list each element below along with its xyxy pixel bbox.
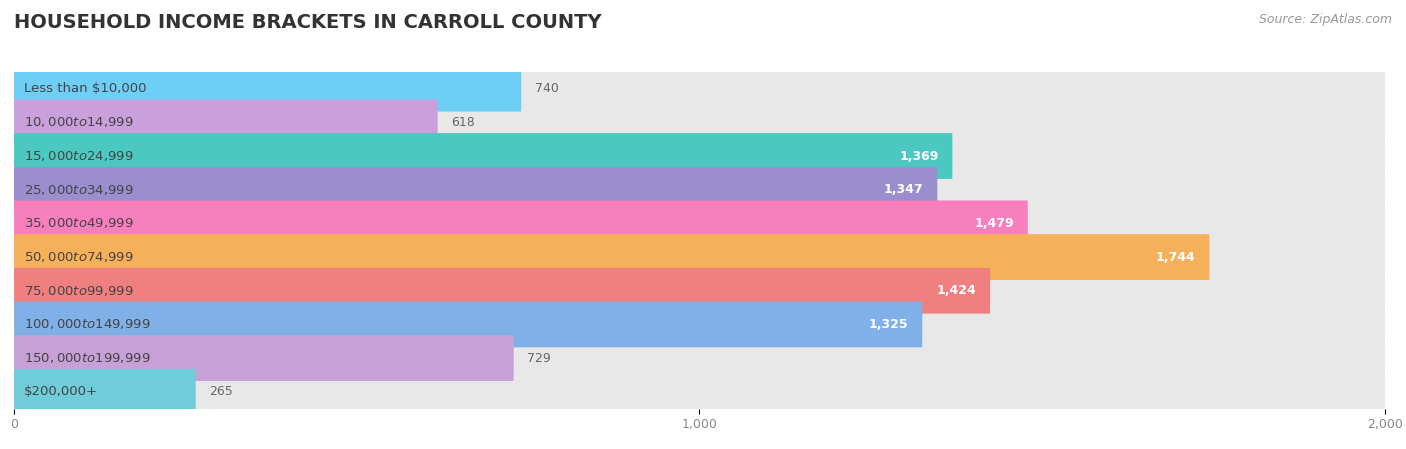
FancyBboxPatch shape (14, 335, 513, 381)
FancyBboxPatch shape (14, 100, 1385, 145)
Text: $100,000 to $149,999: $100,000 to $149,999 (24, 317, 150, 331)
Text: Less than $10,000: Less than $10,000 (24, 82, 146, 95)
Text: $25,000 to $34,999: $25,000 to $34,999 (24, 183, 134, 197)
FancyBboxPatch shape (14, 100, 437, 145)
Text: $150,000 to $199,999: $150,000 to $199,999 (24, 351, 150, 365)
FancyBboxPatch shape (14, 201, 1385, 247)
FancyBboxPatch shape (14, 133, 952, 179)
FancyBboxPatch shape (14, 66, 522, 112)
Text: 729: 729 (527, 352, 551, 365)
FancyBboxPatch shape (14, 268, 990, 314)
Text: 1,744: 1,744 (1156, 251, 1195, 264)
Text: 1,424: 1,424 (936, 284, 976, 297)
FancyBboxPatch shape (14, 167, 1385, 213)
FancyBboxPatch shape (14, 234, 1385, 280)
Text: $15,000 to $24,999: $15,000 to $24,999 (24, 149, 134, 163)
Text: $200,000+: $200,000+ (24, 385, 97, 398)
Text: HOUSEHOLD INCOME BRACKETS IN CARROLL COUNTY: HOUSEHOLD INCOME BRACKETS IN CARROLL COU… (14, 13, 602, 32)
Text: 618: 618 (451, 116, 475, 129)
Text: Source: ZipAtlas.com: Source: ZipAtlas.com (1258, 13, 1392, 26)
Text: 1,369: 1,369 (900, 150, 939, 163)
FancyBboxPatch shape (14, 167, 938, 213)
Text: $75,000 to $99,999: $75,000 to $99,999 (24, 284, 134, 298)
FancyBboxPatch shape (14, 234, 1209, 280)
Text: 1,325: 1,325 (869, 318, 908, 331)
FancyBboxPatch shape (14, 369, 195, 415)
FancyBboxPatch shape (14, 302, 1385, 348)
FancyBboxPatch shape (14, 302, 922, 348)
Text: $10,000 to $14,999: $10,000 to $14,999 (24, 115, 134, 129)
FancyBboxPatch shape (14, 66, 1385, 112)
FancyBboxPatch shape (14, 335, 1385, 381)
FancyBboxPatch shape (14, 268, 1385, 314)
Text: 1,479: 1,479 (974, 217, 1014, 230)
FancyBboxPatch shape (14, 201, 1028, 247)
Text: 1,347: 1,347 (884, 183, 924, 196)
FancyBboxPatch shape (14, 133, 1385, 179)
FancyBboxPatch shape (14, 369, 1385, 415)
Text: $35,000 to $49,999: $35,000 to $49,999 (24, 216, 134, 230)
Text: 265: 265 (209, 385, 233, 398)
Text: $50,000 to $74,999: $50,000 to $74,999 (24, 250, 134, 264)
Text: 740: 740 (534, 82, 558, 95)
